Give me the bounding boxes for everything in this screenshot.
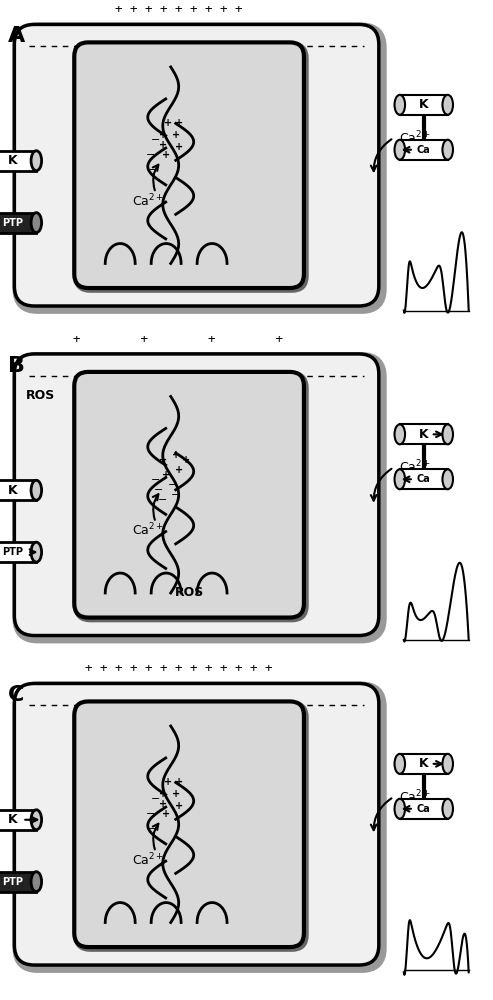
Text: +: + [164,777,172,787]
Text: K: K [419,428,428,441]
Text: −: − [146,150,155,160]
FancyBboxPatch shape [74,372,304,618]
Text: +: + [159,799,167,809]
Text: Ca$^{2+}$: Ca$^{2+}$ [399,788,431,805]
Text: C: C [8,685,25,705]
Bar [400,95,448,115]
Ellipse shape [394,140,405,160]
Bar [400,140,448,160]
Text: + + + + + + + + + + + + +: + + + + + + + + + + + + + [85,662,272,675]
Ellipse shape [442,95,453,115]
Bar [400,754,448,774]
Text: Ca: Ca [417,474,430,484]
Ellipse shape [31,151,41,171]
Text: ROS: ROS [26,389,56,402]
Text: −: − [154,485,163,495]
Text: +: + [175,777,183,787]
Text: +: + [175,465,183,475]
Bar [0,151,36,171]
FancyBboxPatch shape [14,683,379,965]
Text: +: + [162,809,170,819]
Ellipse shape [394,799,405,819]
Text: PTP: PTP [2,877,23,887]
Ellipse shape [394,754,405,774]
Text: K: K [419,98,428,111]
Text: Ca: Ca [417,145,430,155]
Text: A: A [8,26,26,46]
Text: +: + [159,130,167,140]
Bar [0,480,36,500]
Text: K: K [419,757,428,770]
Text: K: K [7,154,17,167]
Ellipse shape [442,424,453,444]
Ellipse shape [394,424,405,444]
Ellipse shape [31,213,41,233]
Text: +: + [172,130,180,140]
Ellipse shape [31,810,41,830]
Text: −: − [171,490,180,500]
Ellipse shape [394,469,405,489]
Text: + + + + + + + + +: + + + + + + + + + [114,3,242,16]
Text: PTP: PTP [2,547,23,557]
Text: +        +        +        +: + + + + [73,333,283,346]
Bar [400,799,448,819]
Text: Ca$^{2+}$: Ca$^{2+}$ [399,129,431,146]
Ellipse shape [31,480,41,500]
Text: Ca$^{2+}$: Ca$^{2+}$ [132,852,164,868]
Text: +: + [159,789,167,799]
Bar [0,872,36,892]
Text: +: + [175,142,183,152]
Text: +: + [159,455,167,465]
Text: K: K [7,813,17,826]
FancyBboxPatch shape [74,701,304,947]
Text: −: − [146,809,155,819]
Text: +: + [175,801,183,811]
Text: +: + [162,470,170,480]
Ellipse shape [31,872,41,892]
Ellipse shape [442,140,453,160]
Text: −: − [158,495,168,505]
Text: +: + [175,118,183,128]
Ellipse shape [31,542,41,562]
Text: Ca: Ca [417,804,430,814]
Ellipse shape [442,799,453,819]
Text: Ca$^{2+}$: Ca$^{2+}$ [132,522,164,539]
Bar [400,424,448,444]
FancyBboxPatch shape [74,42,304,288]
Bar [0,810,36,830]
Text: +: + [172,789,180,799]
Ellipse shape [442,754,453,774]
Text: Ca$^{2+}$: Ca$^{2+}$ [132,193,164,209]
FancyBboxPatch shape [14,354,379,636]
Ellipse shape [442,469,453,489]
Text: +: + [164,118,172,128]
Text: ROS: ROS [175,586,204,599]
Text: −: − [151,794,160,804]
Text: −: − [148,165,157,175]
Text: +: + [159,140,167,150]
Text: K: K [7,484,17,497]
Bar [0,542,36,562]
Text: B: B [8,356,25,376]
Text: PTP: PTP [2,218,23,228]
Text: −: − [148,824,157,834]
FancyBboxPatch shape [14,24,379,306]
Text: −: − [151,135,160,145]
Text: −: − [168,480,177,490]
Text: Ca$^{2+}$: Ca$^{2+}$ [399,459,431,476]
Text: −: − [151,475,160,485]
Text: +: + [172,450,180,460]
Bar [400,469,448,489]
Ellipse shape [394,95,405,115]
Bar [0,213,36,233]
Text: +: + [181,455,190,465]
Text: +: + [162,150,170,160]
